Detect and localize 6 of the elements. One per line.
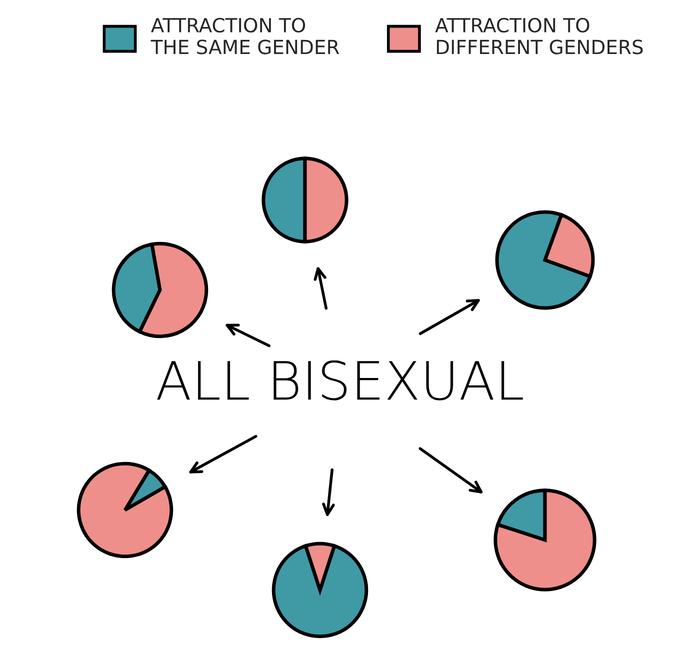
pie-slice <box>495 210 592 310</box>
text: ALL BISEXUAL <box>157 360 523 400</box>
legend-label: ATTRACTION TO DIFFERENT GENDERS <box>435 18 643 54</box>
pie-slice <box>76 462 174 558</box>
pie-slice <box>494 488 596 592</box>
legend-label: ATTRACTION TO THE SAME GENDER <box>150 18 340 54</box>
